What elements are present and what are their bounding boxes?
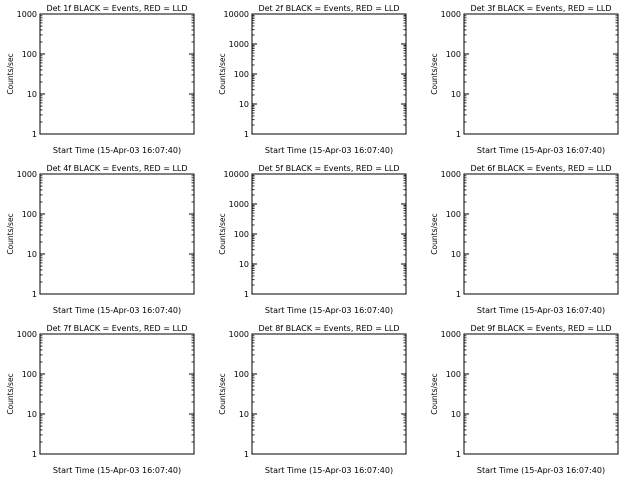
panel-5: Det 5f BLACK = Events, RED = LLD 1 10 100 10… bbox=[218, 164, 407, 315]
y-axis-label: Counts/sec bbox=[430, 213, 439, 254]
plot-frame bbox=[463, 333, 619, 455]
y-tick-label: 1 bbox=[456, 290, 461, 299]
y-tick-label: 1 bbox=[32, 450, 37, 459]
y-tick-label: 10 bbox=[451, 90, 461, 99]
x-axis-label: Start Time (15-Apr-03 16:07:40) bbox=[477, 146, 605, 155]
panel-9: Det 9f BLACK = Events, RED = LLD 1 10 100 10… bbox=[430, 324, 619, 475]
plot-frame bbox=[39, 333, 195, 455]
panel-8: Det 8f BLACK = Events, RED = LLD 1 10 100 10… bbox=[218, 324, 407, 475]
y-tick-label: 1 bbox=[244, 290, 249, 299]
y-tick-label: 1 bbox=[32, 290, 37, 299]
y-tick-label: 100 bbox=[234, 230, 249, 239]
x-axis-label: Start Time (15-Apr-03 16:07:40) bbox=[53, 466, 181, 475]
y-tick-label: 1000 bbox=[17, 330, 37, 339]
y-tick-label: 10 bbox=[239, 260, 249, 269]
plot-frame bbox=[251, 173, 407, 295]
panel-3: Det 3f BLACK = Events, RED = LLD 1 10 100 10… bbox=[430, 4, 619, 155]
x-axis-label: Start Time (15-Apr-03 16:07:40) bbox=[265, 306, 393, 315]
x-axis-label: Start Time (15-Apr-03 16:07:40) bbox=[265, 146, 393, 155]
y-tick-label: 10 bbox=[27, 90, 37, 99]
y-axis-label: Counts/sec bbox=[430, 53, 439, 94]
y-tick-label: 100 bbox=[446, 370, 461, 379]
y-tick-label: 100 bbox=[446, 210, 461, 219]
chart-title: Det 4f BLACK = Events, RED = LLD bbox=[46, 164, 187, 173]
x-axis-label: Start Time (15-Apr-03 16:07:40) bbox=[53, 306, 181, 315]
y-tick-label: 10 bbox=[27, 250, 37, 259]
y-axis-label: Counts/sec bbox=[218, 213, 227, 254]
y-tick-label: 100 bbox=[22, 370, 37, 379]
y-tick-label: 100 bbox=[22, 50, 37, 59]
plot-frame bbox=[463, 13, 619, 135]
chart-title: Det 6f BLACK = Events, RED = LLD bbox=[470, 164, 611, 173]
y-tick-label: 1000 bbox=[17, 170, 37, 179]
y-tick-label: 100 bbox=[22, 210, 37, 219]
chart-title: Det 2f BLACK = Events, RED = LLD bbox=[258, 4, 399, 13]
y-tick-label: 10000 bbox=[224, 170, 249, 179]
y-tick-label: 1 bbox=[244, 130, 249, 139]
chart-title: Det 5f BLACK = Events, RED = LLD bbox=[258, 164, 399, 173]
y-tick-label: 1000 bbox=[441, 330, 461, 339]
y-axis-label: Counts/sec bbox=[6, 373, 15, 414]
y-tick-label: 1000 bbox=[441, 170, 461, 179]
panel-7: Det 7f BLACK = Events, RED = LLD 1 10 100 10… bbox=[6, 324, 195, 475]
y-tick-label: 100 bbox=[234, 370, 249, 379]
x-axis-label: Start Time (15-Apr-03 16:07:40) bbox=[477, 306, 605, 315]
y-tick-label: 1 bbox=[456, 450, 461, 459]
plot-frame bbox=[39, 173, 195, 295]
y-axis-label: Counts/sec bbox=[218, 373, 227, 414]
y-tick-label: 1000 bbox=[229, 330, 249, 339]
y-tick-label: 100 bbox=[446, 50, 461, 59]
y-axis-label: Counts/sec bbox=[218, 53, 227, 94]
y-tick-label: 1 bbox=[456, 130, 461, 139]
chart-title: Det 8f BLACK = Events, RED = LLD bbox=[258, 324, 399, 333]
y-tick-label: 1 bbox=[32, 130, 37, 139]
y-tick-label: 1000 bbox=[229, 40, 249, 49]
plot-frame bbox=[251, 333, 407, 455]
y-axis-label: Counts/sec bbox=[6, 213, 15, 254]
y-axis-label: Counts/sec bbox=[6, 53, 15, 94]
x-axis-label: Start Time (15-Apr-03 16:07:40) bbox=[53, 146, 181, 155]
y-tick-label: 10 bbox=[27, 410, 37, 419]
y-tick-label: 1000 bbox=[17, 10, 37, 19]
panel-4: Det 4f BLACK = Events, RED = LLD 1 10 100 10… bbox=[6, 164, 195, 315]
plot-frame bbox=[39, 13, 195, 135]
y-tick-label: 1000 bbox=[441, 10, 461, 19]
y-tick-label: 100 bbox=[234, 70, 249, 79]
chart-title: Det 7f BLACK = Events, RED = LLD bbox=[46, 324, 187, 333]
plot-frame bbox=[463, 173, 619, 295]
panel-2: Det 2f BLACK = Events, RED = LLD 1 10 100 10… bbox=[218, 4, 407, 155]
panel-6: Det 6f BLACK = Events, RED = LLD 1 10 100 10… bbox=[430, 164, 619, 315]
y-tick-label: 10 bbox=[239, 410, 249, 419]
y-tick-label: 10 bbox=[451, 250, 461, 259]
plot-frame bbox=[251, 13, 407, 135]
y-tick-label: 10 bbox=[451, 410, 461, 419]
chart-title: Det 3f BLACK = Events, RED = LLD bbox=[470, 4, 611, 13]
y-tick-label: 1 bbox=[244, 450, 249, 459]
y-axis-label: Counts/sec bbox=[430, 373, 439, 414]
panel-1: Det 1f BLACK = Events, RED = LLD 1 10 100 10… bbox=[6, 4, 195, 155]
chart-title: Det 9f BLACK = Events, RED = LLD bbox=[470, 324, 611, 333]
x-axis-label: Start Time (15-Apr-03 16:07:40) bbox=[265, 466, 393, 475]
x-axis-label: Start Time (15-Apr-03 16:07:40) bbox=[477, 466, 605, 475]
y-tick-label: 10000 bbox=[224, 10, 249, 19]
y-tick-label: 1000 bbox=[229, 200, 249, 209]
y-tick-label: 10 bbox=[239, 100, 249, 109]
chart-title: Det 1f BLACK = Events, RED = LLD bbox=[46, 4, 187, 13]
